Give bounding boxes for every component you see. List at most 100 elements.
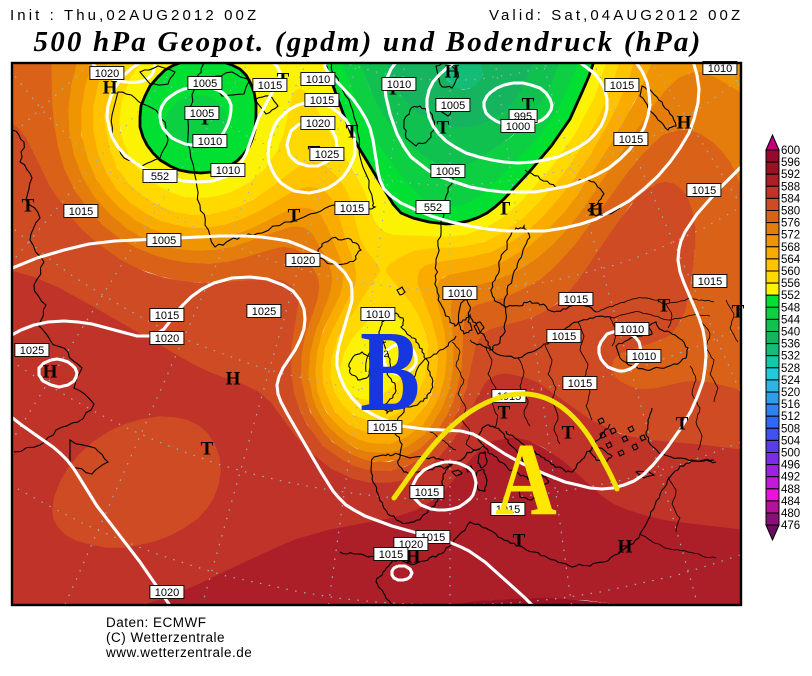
svg-text:552: 552	[151, 171, 169, 183]
svg-text:1010: 1010	[198, 136, 222, 148]
svg-text:552: 552	[373, 349, 388, 359]
svg-text:H: H	[103, 78, 118, 99]
svg-text:1015: 1015	[258, 80, 282, 92]
svg-text:560: 560	[781, 266, 800, 278]
svg-text:1015: 1015	[496, 504, 520, 516]
svg-text:Init : Thu,02AUG2012 00Z: Init : Thu,02AUG2012 00Z	[10, 7, 259, 24]
svg-text:580: 580	[781, 206, 800, 218]
svg-text:1015: 1015	[698, 276, 722, 288]
svg-text:1015: 1015	[155, 310, 179, 322]
svg-text:540: 540	[781, 327, 800, 339]
svg-text:H: H	[406, 547, 421, 568]
svg-text:T: T	[513, 531, 526, 552]
svg-text:A: A	[495, 421, 557, 537]
svg-text:H: H	[677, 113, 692, 134]
svg-text:T: T	[201, 439, 214, 460]
svg-text:T: T	[498, 403, 511, 424]
svg-text:T: T	[498, 199, 511, 220]
svg-text:588: 588	[781, 181, 800, 193]
svg-text:1015: 1015	[69, 206, 93, 218]
svg-text:600: 600	[781, 145, 800, 157]
svg-text:492: 492	[781, 472, 800, 484]
svg-text:496: 496	[781, 460, 800, 472]
svg-text:1015: 1015	[610, 80, 634, 92]
svg-text:500: 500	[781, 448, 800, 460]
svg-text:1010: 1010	[708, 63, 732, 75]
svg-text:T: T	[288, 206, 301, 227]
svg-text:516: 516	[781, 399, 800, 411]
svg-text:584: 584	[781, 193, 801, 205]
svg-text:B: B	[360, 309, 420, 436]
svg-text:T: T	[732, 302, 745, 323]
svg-text:1010: 1010	[632, 351, 656, 363]
svg-text:544: 544	[781, 314, 801, 326]
svg-text:1010: 1010	[306, 74, 330, 86]
svg-text:1020: 1020	[306, 118, 330, 130]
svg-text:528: 528	[781, 363, 800, 375]
svg-text:556: 556	[781, 278, 800, 290]
svg-text:504: 504	[781, 435, 801, 447]
svg-text:1015: 1015	[379, 549, 403, 561]
svg-text:564: 564	[781, 254, 801, 266]
svg-text:1010: 1010	[366, 309, 390, 321]
svg-text:500 hPa Geopot. (gpdm) und Bod: 500 hPa Geopot. (gpdm) und Bodendruck (h…	[34, 26, 703, 58]
svg-text:H: H	[618, 537, 633, 558]
svg-text:1015: 1015	[619, 134, 643, 146]
svg-text:H: H	[43, 362, 58, 383]
svg-text:H: H	[445, 62, 460, 83]
svg-text:484: 484	[781, 496, 801, 508]
svg-text:T: T	[346, 122, 359, 143]
svg-text:Valid: Sat,04AUG2012 00Z: Valid: Sat,04AUG2012 00Z	[489, 7, 743, 24]
svg-text:1015: 1015	[310, 95, 334, 107]
svg-text:Daten: ECMWF: Daten: ECMWF	[106, 615, 207, 630]
svg-text:1025: 1025	[20, 345, 44, 357]
svg-text:572: 572	[781, 230, 800, 242]
svg-text:1005: 1005	[193, 78, 217, 90]
svg-text:480: 480	[781, 508, 800, 520]
svg-text:508: 508	[781, 423, 800, 435]
svg-text:524: 524	[781, 375, 801, 387]
svg-text:532: 532	[781, 351, 800, 363]
svg-text:1015: 1015	[415, 487, 439, 499]
svg-text:1005: 1005	[190, 108, 214, 120]
svg-text:T: T	[676, 414, 689, 435]
svg-text:1015: 1015	[564, 294, 588, 306]
svg-text:H: H	[589, 200, 604, 221]
svg-text:T: T	[22, 196, 35, 217]
svg-text:T: T	[658, 296, 671, 317]
svg-text:1020: 1020	[95, 68, 119, 80]
svg-text:568: 568	[781, 242, 800, 254]
svg-text:548: 548	[781, 302, 800, 314]
svg-text:1015: 1015	[692, 185, 716, 197]
svg-text:1005: 1005	[441, 100, 465, 112]
svg-text:1020: 1020	[155, 587, 179, 599]
svg-text:1020: 1020	[291, 255, 315, 267]
svg-text:1010: 1010	[216, 165, 240, 177]
svg-text:576: 576	[781, 218, 800, 230]
svg-text:1015: 1015	[340, 203, 364, 215]
svg-text:1025: 1025	[252, 306, 276, 318]
svg-text:1000: 1000	[506, 121, 530, 133]
svg-text:1005: 1005	[436, 166, 460, 178]
svg-text:520: 520	[781, 387, 800, 399]
svg-text:www.wetterzentrale.de: www.wetterzentrale.de	[105, 645, 252, 660]
svg-text:T: T	[562, 423, 575, 444]
svg-text:476: 476	[781, 520, 800, 532]
svg-text:1015: 1015	[552, 331, 576, 343]
svg-text:1010: 1010	[620, 324, 644, 336]
svg-text:536: 536	[781, 339, 800, 351]
svg-text:552: 552	[424, 202, 442, 214]
svg-text:592: 592	[781, 169, 800, 181]
svg-text:1010: 1010	[448, 288, 472, 300]
svg-text:H: H	[226, 369, 241, 390]
svg-text:488: 488	[781, 484, 800, 496]
svg-text:1020: 1020	[155, 333, 179, 345]
svg-text:(C) Wetterzentrale: (C) Wetterzentrale	[106, 630, 225, 645]
svg-text:1015: 1015	[568, 378, 592, 390]
svg-text:T: T	[437, 118, 450, 139]
svg-text:596: 596	[781, 157, 800, 169]
svg-text:512: 512	[781, 411, 800, 423]
svg-text:1005: 1005	[152, 235, 176, 247]
svg-text:1025: 1025	[315, 149, 339, 161]
svg-text:552: 552	[781, 290, 800, 302]
